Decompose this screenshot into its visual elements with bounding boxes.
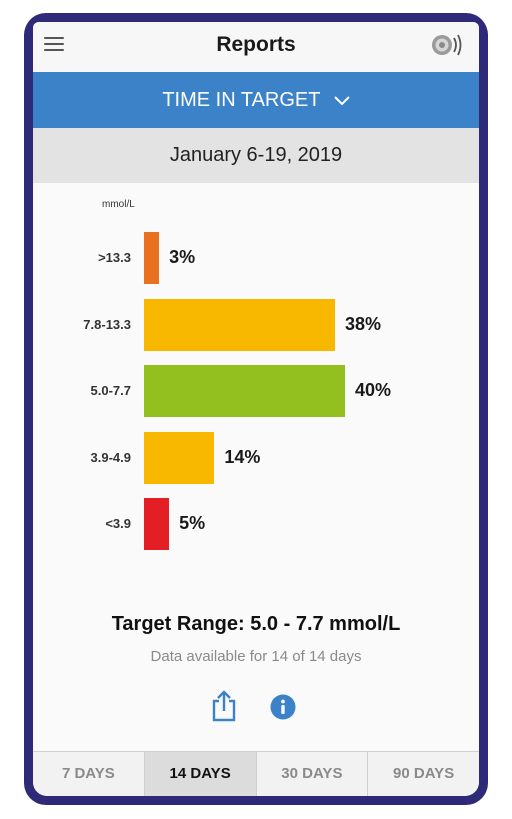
tab-14-days[interactable]: 14 DAYS [144,752,257,796]
bar-very-high [144,232,160,284]
page-title: Reports [216,33,296,56]
tab-30-days[interactable]: 30 DAYS [256,752,369,796]
date-range: January 6-19, 2019 [33,128,479,183]
range-label-very-low: <3.9 [105,516,131,531]
range-label-low: 3.9-4.9 [90,449,131,465]
bar-in-target [144,365,345,417]
value-label-high: 38% [344,313,381,334]
app-screen: Reports TIME IN TARGET January 6-19, 201… [33,22,479,796]
tab-7-days[interactable]: 7 DAYS [33,752,145,796]
bar-low [144,431,215,484]
info-icon[interactable] [270,694,296,720]
chevron-down-icon [333,96,350,106]
share-icon[interactable] [210,690,238,722]
value-label-very-high: 3% [169,247,196,267]
sensor-scan-icon[interactable] [431,31,467,59]
value-label-low: 14% [224,446,261,467]
value-label-in-target: 40% [355,380,392,400]
data-available-text: Data available for 14 of 14 days [150,648,362,665]
report-type-selector[interactable]: TIME IN TARGET [33,72,479,128]
time-period-tabs: 7 DAYS 14 DAYS 30 DAYS 90 DAYS [33,751,479,796]
report-type-label: TIME IN TARGET [162,89,321,111]
bar-very-low [144,498,170,550]
time-in-target-chart: mmol/L >13.3 3% 7.8-13.3 38% 5.0-7.7 40% 3.9-4… [33,183,479,603]
range-label-very-high: >13.3 [98,250,131,265]
unit-label: mmol/L [102,199,135,210]
target-range-text: Target Range: 5.0 - 7.7 mmol/L [111,613,401,635]
value-label-very-low: 5% [179,513,206,533]
hamburger-menu-icon[interactable] [44,36,64,52]
range-label-high: 7.8-13.3 [83,316,131,332]
app-header: Reports [33,22,479,72]
tab-90-days[interactable]: 90 DAYS [368,752,479,796]
range-label-in-target: 5.0-7.7 [90,383,131,398]
bar-high [144,298,335,351]
